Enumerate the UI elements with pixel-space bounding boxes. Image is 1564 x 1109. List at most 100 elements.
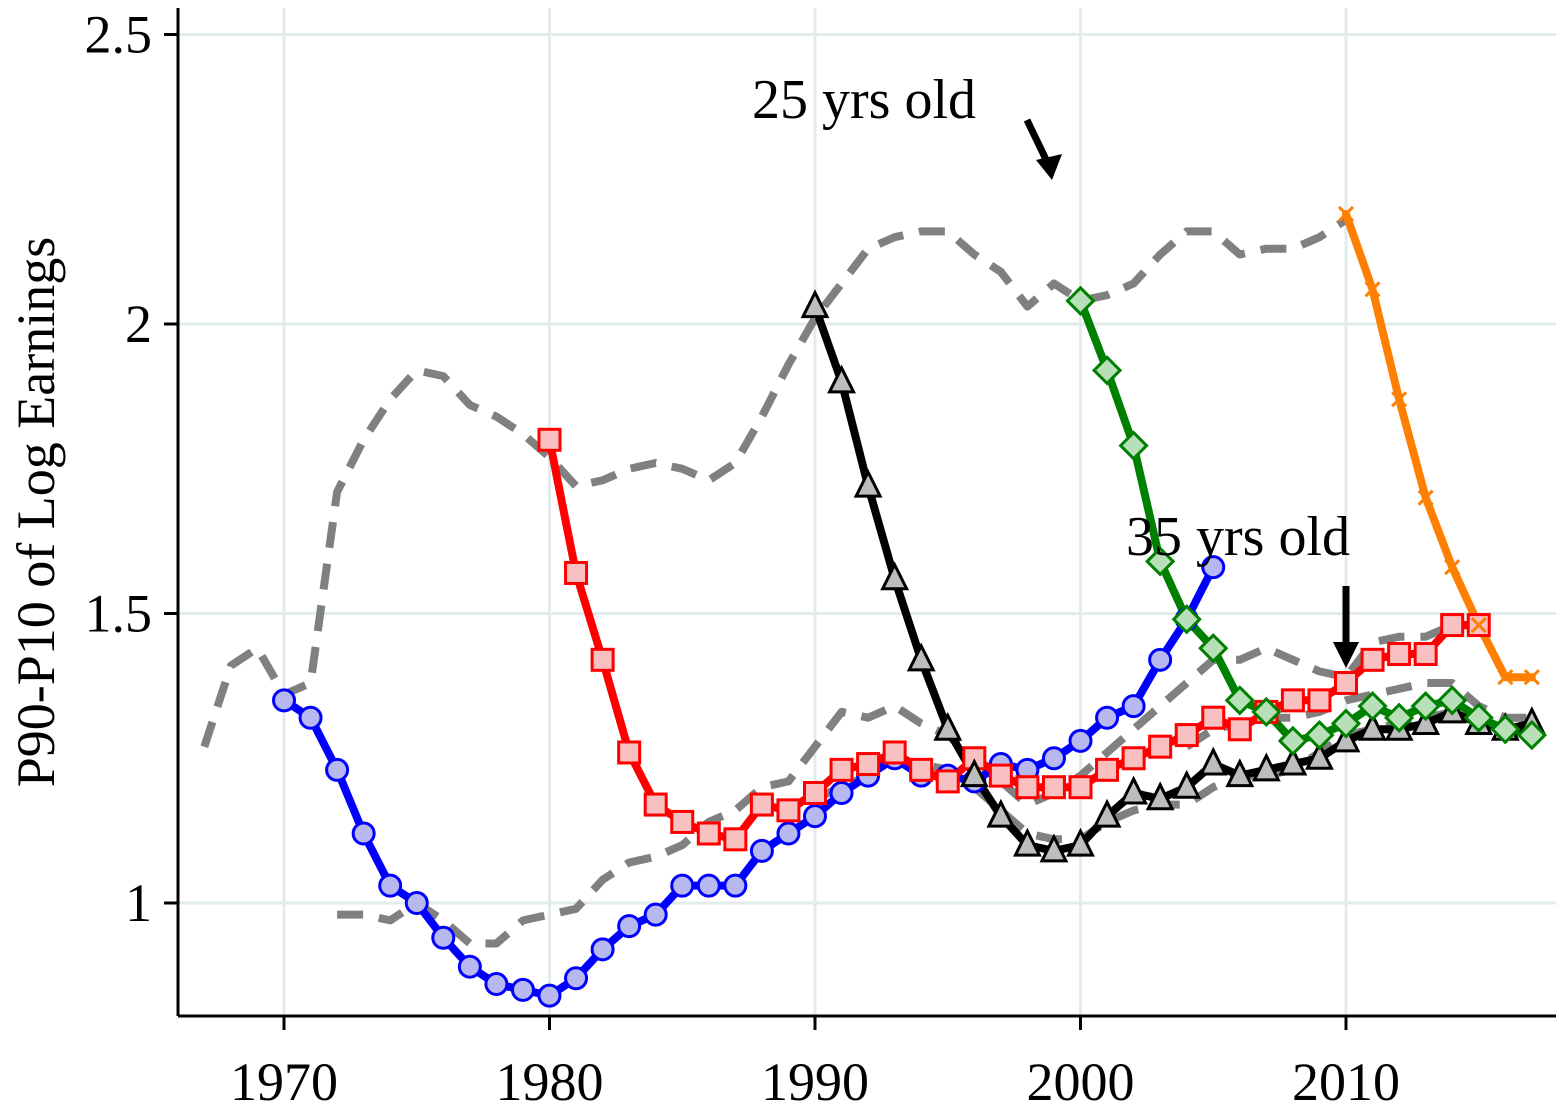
data-point <box>776 821 801 846</box>
data-point <box>1012 827 1042 857</box>
data-point <box>1015 775 1040 800</box>
data-point <box>1172 769 1202 799</box>
data-point <box>1383 702 1415 733</box>
data-point <box>1201 705 1226 730</box>
data-point <box>909 757 934 782</box>
data-point <box>1121 694 1146 719</box>
data-point <box>537 983 562 1008</box>
data-point <box>1470 617 1487 634</box>
data-point <box>696 873 721 898</box>
data-point <box>564 560 589 585</box>
x-tick-label: 1970 <box>230 1052 338 1109</box>
axes: 1970 1980 1990 2000 2010 1 1.5 2 2.5 <box>85 5 1556 1109</box>
data-point <box>829 757 854 782</box>
data-point <box>1334 670 1358 695</box>
data-point <box>1357 691 1388 722</box>
data-point <box>590 937 615 962</box>
data-point <box>1364 281 1381 298</box>
data-point <box>1198 633 1229 664</box>
data-point <box>1330 708 1362 739</box>
data-point <box>1041 746 1066 771</box>
data-point <box>1225 758 1255 788</box>
data-point <box>1278 746 1308 776</box>
data-point <box>1091 355 1123 386</box>
data-point <box>827 364 856 394</box>
data-point <box>1121 746 1146 771</box>
data-point <box>749 838 774 863</box>
data-point <box>1198 746 1228 776</box>
data-point <box>1095 757 1120 782</box>
series-line <box>811 302 1536 855</box>
data-point <box>643 792 668 817</box>
data-point <box>1440 613 1465 638</box>
data-point <box>800 289 830 319</box>
data-point <box>617 740 642 765</box>
data-point <box>1095 705 1120 730</box>
data-point <box>1516 719 1547 751</box>
data-point <box>933 711 963 741</box>
y-tick-label: 1.5 <box>85 584 153 644</box>
data-point <box>404 891 429 915</box>
data-point <box>484 972 509 997</box>
data-point <box>1068 775 1093 800</box>
data-point <box>1066 827 1095 857</box>
data-point <box>1041 775 1066 800</box>
reference-line <box>200 216 1349 748</box>
data-point <box>1331 723 1361 753</box>
data-point <box>1410 691 1441 722</box>
data-point <box>1148 734 1173 759</box>
data-point <box>1497 669 1514 686</box>
data-point <box>1437 685 1468 716</box>
data-point <box>1304 719 1335 751</box>
data-point <box>325 757 350 782</box>
data-point <box>1068 728 1093 753</box>
data-point <box>670 873 695 898</box>
y-tick-label: 2.5 <box>85 5 153 65</box>
data-point <box>1360 647 1385 672</box>
data-point <box>1391 391 1408 408</box>
data-point <box>378 873 403 898</box>
data-point <box>537 427 562 452</box>
data-point <box>1387 642 1412 667</box>
reference-line <box>813 707 1532 844</box>
data-point <box>1224 685 1255 716</box>
data-point <box>1145 781 1175 811</box>
data-point <box>1039 833 1069 863</box>
data-point <box>1307 688 1332 713</box>
data-point <box>1444 559 1461 576</box>
data-point <box>431 925 456 950</box>
data-point <box>1251 752 1281 782</box>
data-point <box>803 804 827 829</box>
data-point <box>1277 725 1309 757</box>
data-point <box>457 954 482 979</box>
data-point <box>1413 642 1438 667</box>
data-point <box>1411 706 1441 736</box>
data-point <box>829 780 854 805</box>
data-point <box>1490 714 1521 745</box>
data-point <box>1523 669 1540 686</box>
annotation-label: 35 yrs old <box>1126 506 1350 568</box>
x-tick-label: 1990 <box>761 1052 869 1109</box>
data-point <box>696 821 721 846</box>
y-tick-label: 2 <box>125 294 152 354</box>
y-tick-label: 1 <box>125 873 152 933</box>
data-point <box>1201 555 1226 580</box>
data-point <box>1174 723 1199 748</box>
data-point <box>1251 696 1282 728</box>
data-point <box>590 647 615 672</box>
data-point <box>1417 489 1434 506</box>
data-point <box>1227 717 1252 742</box>
data-point <box>643 902 668 927</box>
data-point <box>776 798 801 823</box>
data-point <box>986 798 1016 828</box>
series-markers <box>272 205 1547 1008</box>
data-point <box>298 705 323 730</box>
data-point <box>882 740 907 765</box>
annotation-label: 25 yrs old <box>752 69 976 131</box>
data-point <box>272 688 296 713</box>
data-point <box>510 977 535 1002</box>
data-point <box>564 966 589 991</box>
data-point <box>617 914 642 939</box>
x-tick-label: 2010 <box>1292 1052 1400 1109</box>
